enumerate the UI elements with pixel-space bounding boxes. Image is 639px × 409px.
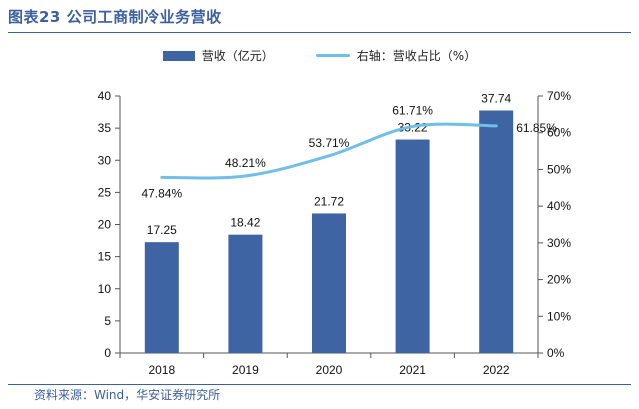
- legend-item-revenue: 营收（亿元）: [162, 47, 274, 64]
- right-tick-label: 10%: [547, 309, 571, 323]
- legend-label-share: 右轴：营收占比（%）: [356, 49, 477, 63]
- right-tick-label: 40%: [547, 199, 571, 213]
- right-tick-label: 30%: [547, 236, 571, 250]
- bar-data-label: 37.74: [481, 92, 511, 106]
- right-tick-label: 70%: [547, 89, 571, 103]
- left-tick-label: 25: [98, 185, 112, 199]
- line-data-label: 48.21%: [225, 156, 266, 170]
- bar: [312, 213, 346, 353]
- x-tick-label: 2020: [316, 363, 343, 377]
- right-tick-label: 50%: [547, 162, 571, 176]
- left-tick-label: 5: [104, 314, 111, 328]
- right-tick-label: 0%: [547, 346, 565, 360]
- source-note: 资料来源：Wind，华安证券研究所: [34, 388, 221, 402]
- line-data-label: 61.71%: [392, 103, 433, 117]
- legend-label-revenue: 营收（亿元）: [201, 49, 274, 63]
- line-data-label: 61.85%: [516, 121, 557, 135]
- right-tick-label: 20%: [547, 273, 571, 287]
- line-data-label: 53.71%: [309, 136, 350, 150]
- left-tick-label: 10: [98, 282, 112, 296]
- left-tick-label: 30: [98, 153, 112, 167]
- legend-swatch-bar: [162, 50, 195, 61]
- bar-data-label: 21.72: [314, 194, 344, 208]
- share-line: [160, 122, 498, 180]
- source-rule: [8, 384, 631, 385]
- chart-legend: 营收（亿元） 右轴：营收占比（%）: [0, 47, 639, 64]
- right-tick-label: 60%: [547, 126, 571, 140]
- bar: [479, 110, 514, 353]
- bar: [228, 234, 263, 353]
- title-rule: [8, 32, 631, 33]
- left-tick-label: 0: [104, 346, 111, 360]
- left-tick-label: 35: [98, 121, 112, 135]
- left-tick-label: 20: [98, 218, 112, 232]
- legend-item-share: 右轴：营收占比（%）: [315, 47, 477, 64]
- legend-swatch-line: [315, 54, 350, 57]
- bar-data-label: 17.25: [147, 223, 177, 237]
- x-tick-label: 2019: [232, 363, 259, 377]
- x-tick-label: 2022: [483, 363, 510, 377]
- x-tick-label: 2018: [148, 363, 175, 377]
- bar: [395, 139, 430, 353]
- bar: [144, 242, 179, 353]
- line-data-label: 47.84%: [141, 186, 182, 200]
- x-tick-label: 2021: [399, 363, 426, 377]
- figure-title: 图表23 公司工商制冷业务营收: [8, 8, 222, 26]
- bar-data-label: 18.42: [230, 216, 260, 230]
- left-tick-label: 40: [98, 89, 112, 103]
- left-tick-label: 15: [98, 250, 112, 264]
